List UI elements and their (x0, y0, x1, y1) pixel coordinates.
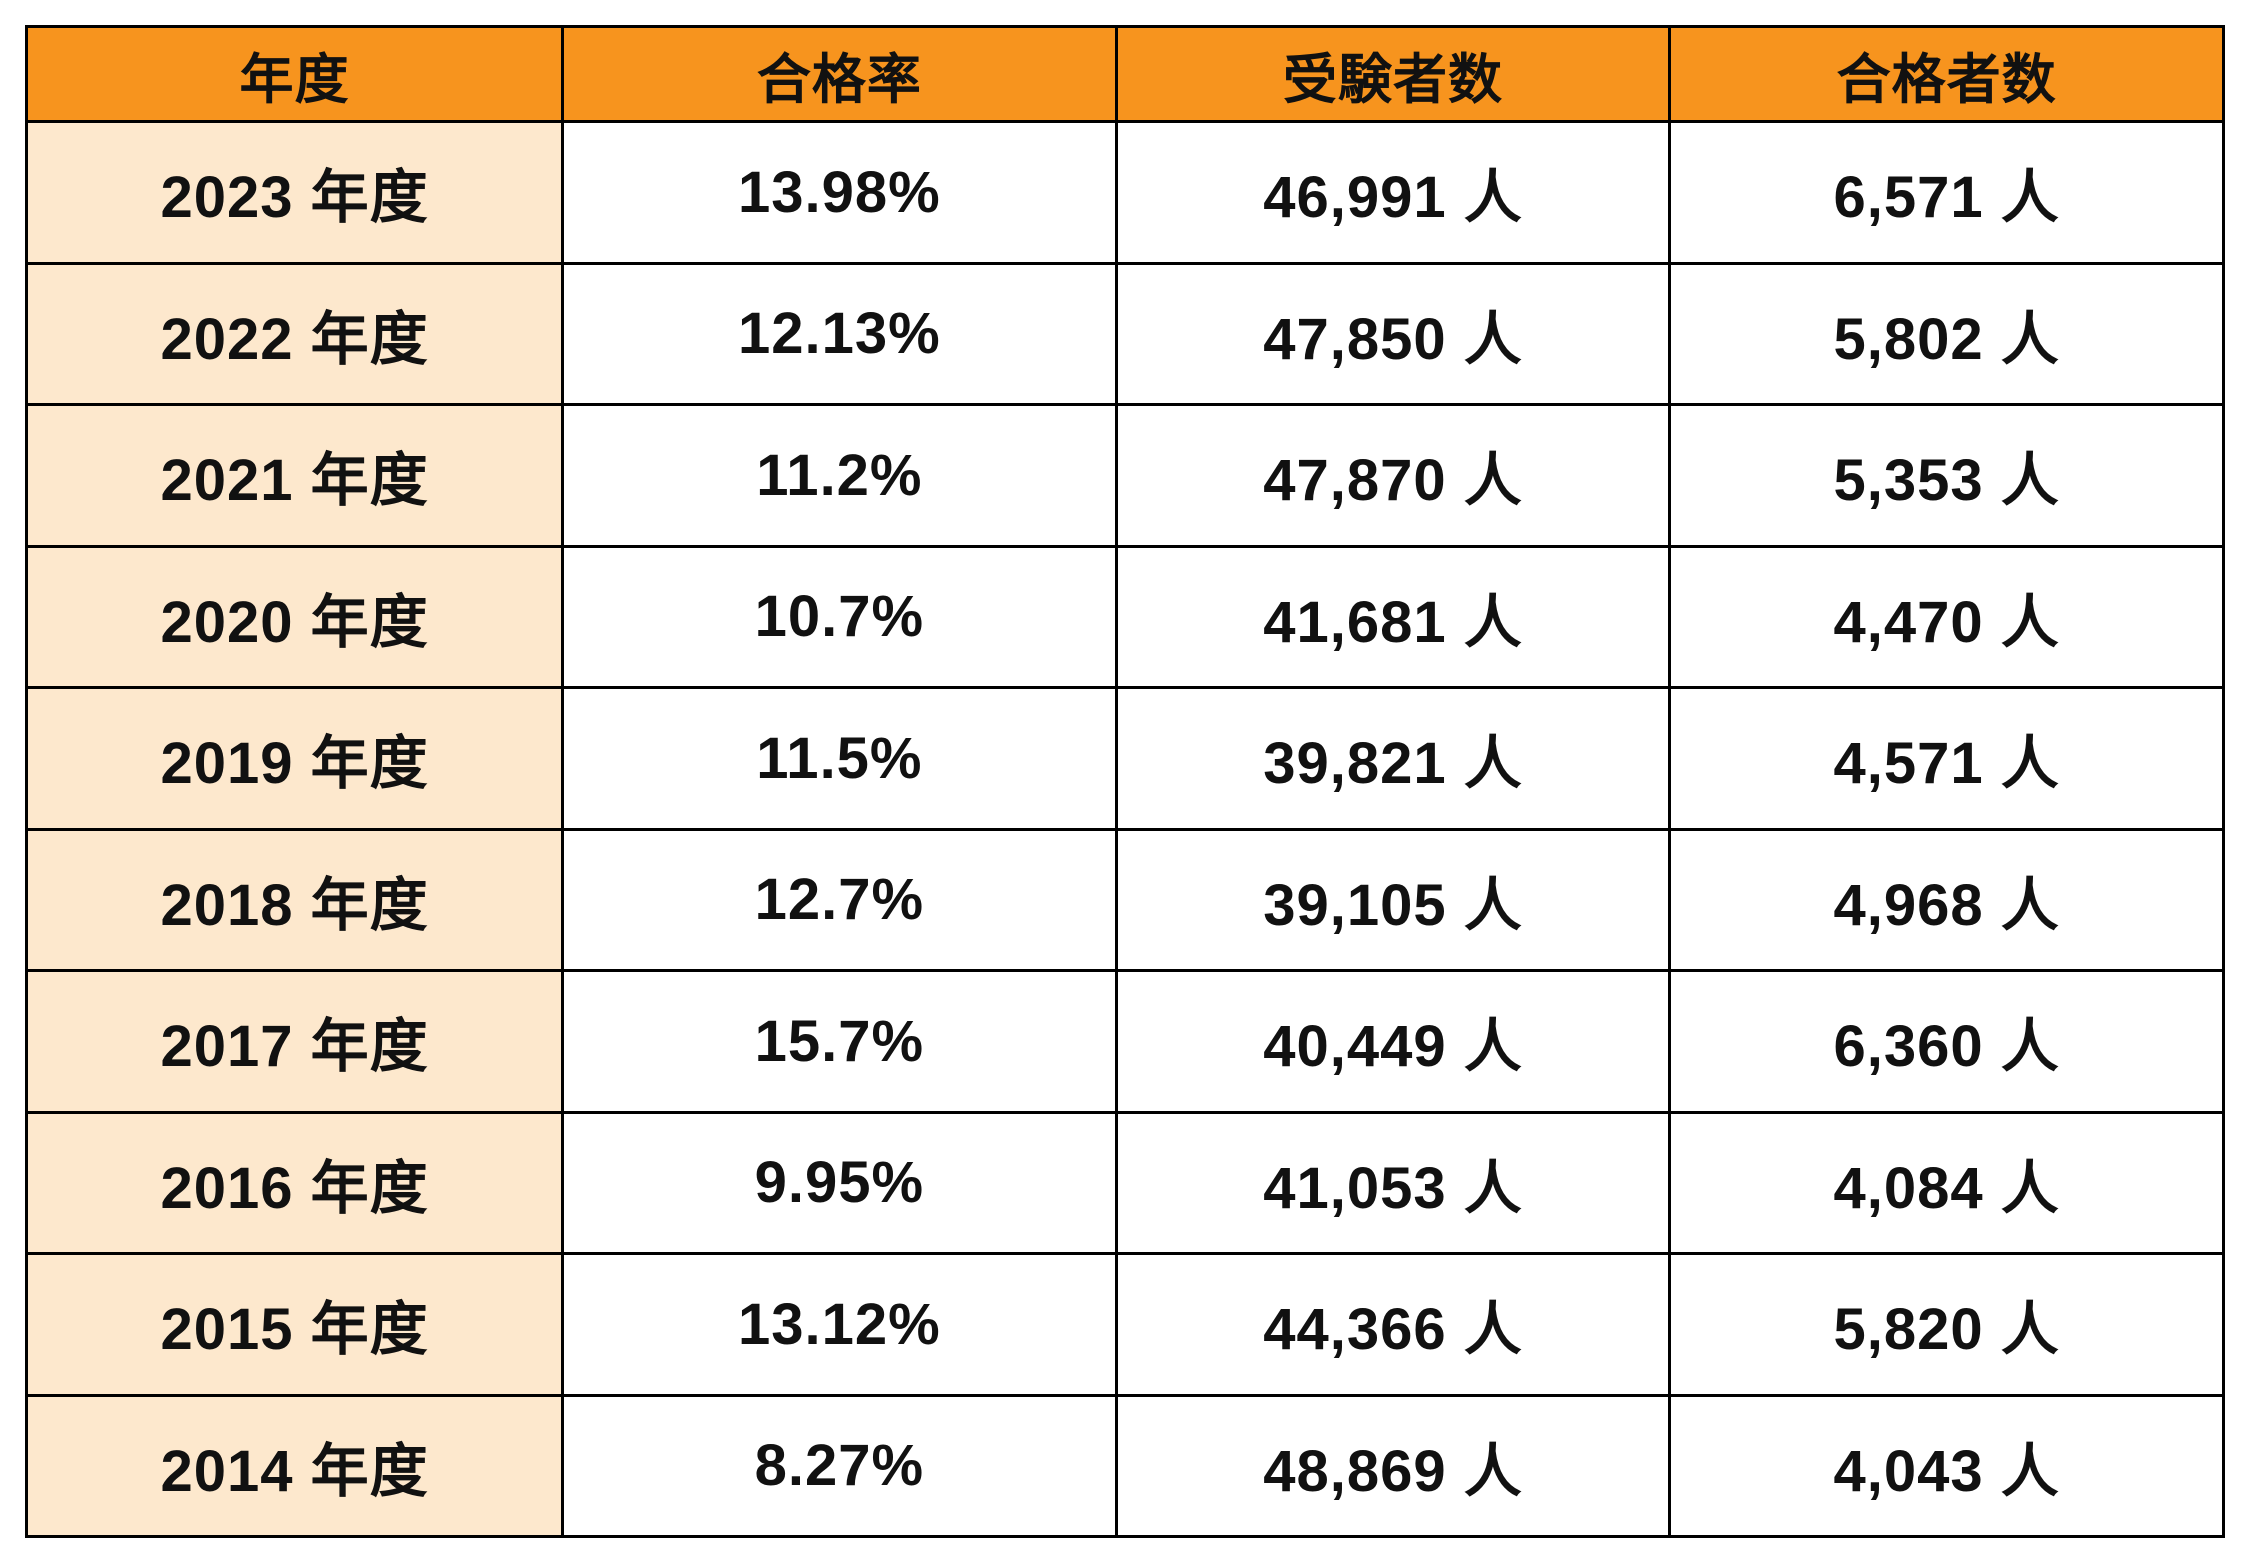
cell-year: 2018 年度 (24, 827, 565, 972)
table-row-2017: 2017 年度 15.7% 40,449 人 6,360 人 (24, 969, 2225, 1114)
cell-pass-rate: 9.95% (561, 1110, 1118, 1255)
cell-year: 2015 年度 (24, 1252, 565, 1397)
cell-pass-rate: 11.5% (561, 686, 1118, 831)
cell-year: 2017 年度 (24, 969, 565, 1114)
header-row: 年度 合格率 受験者数 合格者数 (24, 25, 2225, 123)
cell-year: 2021 年度 (24, 403, 565, 548)
table-row-2018: 2018 年度 12.7% 39,105 人 4,968 人 (24, 827, 2225, 972)
cell-passers: 4,571 人 (1668, 686, 2225, 831)
cell-passers: 4,084 人 (1668, 1110, 2225, 1255)
header-examinees: 受験者数 (1114, 25, 1672, 123)
cell-examinees: 39,105 人 (1114, 827, 1672, 972)
table-row-2023: 2023 年度 13.98% 46,991 人 6,571 人 (24, 120, 2225, 265)
table-row-2019: 2019 年度 11.5% 39,821 人 4,571 人 (24, 686, 2225, 831)
exam-pass-rate-table-container: 年度 合格率 受験者数 合格者数 2023 年度 13.98% 46,991 人… (24, 25, 2225, 1538)
cell-examinees: 39,821 人 (1114, 686, 1672, 831)
cell-passers: 4,470 人 (1668, 544, 2225, 689)
cell-year: 2019 年度 (24, 686, 565, 831)
cell-examinees: 46,991 人 (1114, 120, 1672, 265)
cell-examinees: 47,850 人 (1114, 261, 1672, 406)
header-passers: 合格者数 (1668, 25, 2225, 123)
cell-pass-rate: 10.7% (561, 544, 1118, 689)
cell-pass-rate: 12.7% (561, 827, 1118, 972)
table-row-2020: 2020 年度 10.7% 41,681 人 4,470 人 (24, 544, 2225, 689)
header-year: 年度 (24, 25, 565, 123)
cell-examinees: 40,449 人 (1114, 969, 1672, 1114)
table-row-2015: 2015 年度 13.12% 44,366 人 5,820 人 (24, 1252, 2225, 1397)
cell-pass-rate: 13.98% (561, 120, 1118, 265)
table-row-2021: 2021 年度 11.2% 47,870 人 5,353 人 (24, 403, 2225, 548)
cell-examinees: 41,681 人 (1114, 544, 1672, 689)
cell-passers: 5,353 人 (1668, 403, 2225, 548)
cell-pass-rate: 11.2% (561, 403, 1118, 548)
cell-passers: 6,571 人 (1668, 120, 2225, 265)
cell-examinees: 44,366 人 (1114, 1252, 1672, 1397)
header-pass-rate: 合格率 (561, 25, 1118, 123)
cell-passers: 5,820 人 (1668, 1252, 2225, 1397)
cell-pass-rate: 13.12% (561, 1252, 1118, 1397)
cell-year: 2022 年度 (24, 261, 565, 406)
cell-year: 2016 年度 (24, 1110, 565, 1255)
cell-examinees: 47,870 人 (1114, 403, 1672, 548)
cell-year: 2020 年度 (24, 544, 565, 689)
cell-pass-rate: 8.27% (561, 1393, 1118, 1538)
cell-passers: 6,360 人 (1668, 969, 2225, 1114)
cell-passers: 4,968 人 (1668, 827, 2225, 972)
cell-passers: 4,043 人 (1668, 1393, 2225, 1538)
table-row-2016: 2016 年度 9.95% 41,053 人 4,084 人 (24, 1110, 2225, 1255)
cell-year: 2014 年度 (24, 1393, 565, 1538)
table-row-2014: 2014 年度 8.27% 48,869 人 4,043 人 (24, 1393, 2225, 1538)
cell-pass-rate: 12.13% (561, 261, 1118, 406)
cell-passers: 5,802 人 (1668, 261, 2225, 406)
exam-pass-rate-table: 年度 合格率 受験者数 合格者数 2023 年度 13.98% 46,991 人… (24, 25, 2225, 1538)
cell-examinees: 48,869 人 (1114, 1393, 1672, 1538)
cell-examinees: 41,053 人 (1114, 1110, 1672, 1255)
table-row-2022: 2022 年度 12.13% 47,850 人 5,802 人 (24, 261, 2225, 406)
cell-pass-rate: 15.7% (561, 969, 1118, 1114)
cell-year: 2023 年度 (24, 120, 565, 265)
